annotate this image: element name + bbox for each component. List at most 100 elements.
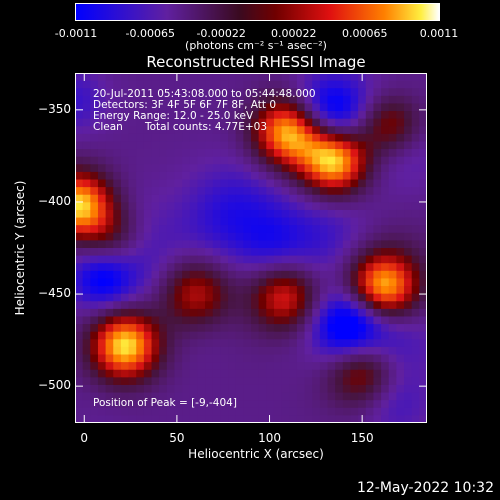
heatmap-cell xyxy=(273,384,283,394)
heatmap-cell xyxy=(166,126,176,135)
heatmap-cell xyxy=(228,331,237,340)
heatmap-cell xyxy=(159,111,168,120)
heatmap-cell xyxy=(151,331,160,340)
heatmap-cell xyxy=(281,248,290,257)
heatmap-cell xyxy=(166,263,176,272)
heatmap-cell xyxy=(197,362,206,371)
colorbar xyxy=(75,3,440,21)
heatmap-cell xyxy=(319,171,329,181)
heatmap-cell xyxy=(205,202,214,211)
heatmap-cell xyxy=(90,278,99,287)
heatmap-cell xyxy=(189,316,199,325)
heatmap-cell xyxy=(136,240,145,249)
heatmap-cell xyxy=(243,369,252,378)
heatmap-cell xyxy=(273,255,283,264)
heatmap-cell xyxy=(151,80,160,89)
heatmap-cell xyxy=(411,133,420,143)
heatmap-cell xyxy=(143,133,153,143)
heatmap-cell xyxy=(235,141,244,150)
heatmap-cell xyxy=(396,369,405,378)
heatmap-cell xyxy=(166,308,176,318)
heatmap-cell xyxy=(228,354,237,363)
heatmap-cell xyxy=(220,194,229,203)
heatmap-cell xyxy=(342,270,352,280)
heatmap-cell xyxy=(143,202,153,211)
heatmap-cell xyxy=(159,346,168,356)
heatmap-cell xyxy=(128,308,137,318)
heatmap-cell xyxy=(151,73,160,82)
heatmap-cell xyxy=(342,133,352,143)
heatmap-cell xyxy=(90,308,99,318)
heatmap-cell xyxy=(189,171,199,181)
heatmap-cell xyxy=(304,240,313,249)
heatmap-cell xyxy=(404,301,413,310)
heatmap-cell xyxy=(243,80,252,89)
heatmap-cell xyxy=(174,255,183,264)
heatmap-cell xyxy=(411,209,420,219)
heatmap-cell xyxy=(197,164,206,173)
heatmap-cell xyxy=(266,255,275,264)
heatmap-cell xyxy=(143,255,153,264)
heatmap-cell xyxy=(289,369,298,378)
heatmap-cell xyxy=(396,73,405,82)
heatmap-cell xyxy=(296,118,306,127)
heatmap-cell xyxy=(205,377,214,386)
heatmap-cell xyxy=(128,73,137,82)
heatmap-cell xyxy=(205,187,214,196)
heatmap-cell xyxy=(212,248,221,257)
heatmap-cell xyxy=(258,293,267,302)
heatmap-cell xyxy=(365,301,375,310)
heatmap-cell xyxy=(289,354,298,363)
heatmap-cell xyxy=(120,415,130,423)
heatmap-cell xyxy=(373,339,382,348)
heatmap-cell xyxy=(419,209,427,219)
heatmap-cell xyxy=(296,339,306,348)
heatmap-cell xyxy=(136,407,145,416)
heatmap-cell xyxy=(243,248,252,257)
heatmap-cell xyxy=(365,95,375,105)
heatmap-cell xyxy=(151,240,160,249)
heatmap-cell xyxy=(350,187,359,196)
heatmap-cell xyxy=(105,187,114,196)
heatmap-cell xyxy=(404,194,413,203)
heatmap-cell xyxy=(212,263,221,272)
heatmap-cell xyxy=(335,88,344,97)
heatmap-cell xyxy=(327,73,336,82)
heatmap-cell xyxy=(212,339,221,348)
heatmap-cell xyxy=(396,384,405,394)
heatmap-cell xyxy=(82,392,91,401)
heatmap-cell xyxy=(90,187,99,196)
heatmap-cell xyxy=(388,354,397,363)
heatmap-cell xyxy=(235,255,244,264)
heatmap-cell xyxy=(166,331,176,340)
heatmap-cell xyxy=(281,95,290,105)
heatmap-cell xyxy=(365,293,375,302)
heatmap-cell xyxy=(258,88,267,97)
heatmap-cell xyxy=(151,293,160,302)
x-tick-label: 150 xyxy=(350,431,374,445)
heatmap-cell xyxy=(319,156,329,165)
heatmap-cell xyxy=(281,202,290,211)
heatmap-cell xyxy=(319,209,329,219)
heatmap-cell xyxy=(197,278,206,287)
heatmap-cell xyxy=(350,149,359,158)
heatmap-cell xyxy=(90,392,99,401)
heatmap-cell xyxy=(220,377,229,386)
heatmap-cell xyxy=(228,80,237,89)
heatmap-cell xyxy=(235,217,244,226)
heatmap-cell xyxy=(243,202,252,211)
heatmap-cell xyxy=(220,179,229,188)
heatmap-cell xyxy=(258,324,267,333)
heatmap-cell xyxy=(166,400,176,409)
heatmap-cell xyxy=(90,88,99,97)
heatmap-cell xyxy=(358,339,367,348)
heatmap-cell xyxy=(228,179,237,188)
heatmap-cell xyxy=(411,118,420,127)
heatmap-cell xyxy=(419,88,427,97)
heatmap-cell xyxy=(388,301,397,310)
heatmap-cell xyxy=(404,346,413,356)
heatmap-cell xyxy=(258,202,267,211)
heatmap-cell xyxy=(159,324,168,333)
heatmap-cell xyxy=(388,324,397,333)
heatmap-cell xyxy=(304,415,313,423)
